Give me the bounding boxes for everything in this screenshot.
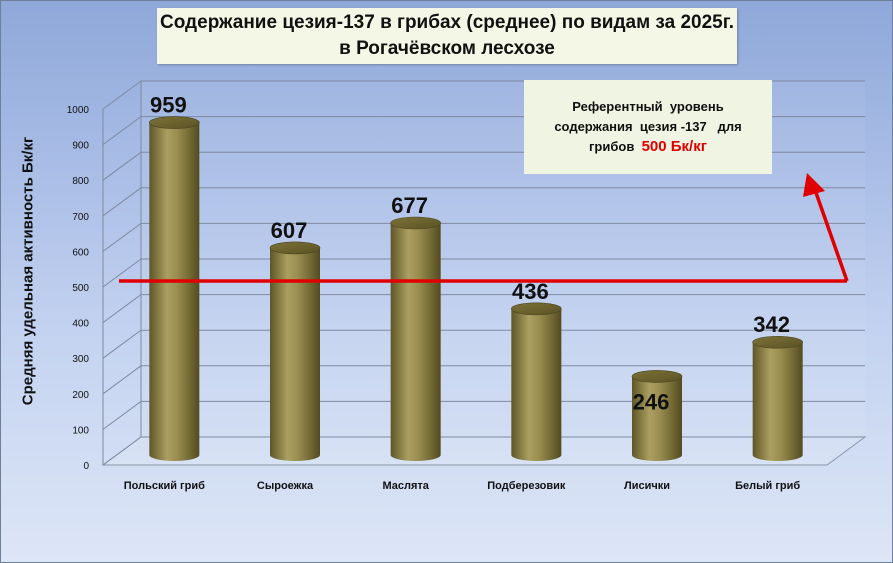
y-tick-label: 600 [72, 247, 89, 258]
bar-top [752, 335, 803, 349]
data-label: 959 [150, 93, 187, 118]
y-tick-label: 900 [72, 141, 89, 152]
category-label: Лисички [624, 480, 670, 492]
reference-arrow [812, 186, 849, 282]
reference-note: Референтный уровень содержания цезия -13… [524, 80, 772, 174]
bar-body [511, 308, 562, 461]
data-label: 607 [271, 218, 308, 243]
chart-title-line-1: Содержание цезия-137 в грибах (среднее) … [159, 12, 735, 33]
data-label: 677 [391, 193, 428, 218]
y-tick-label: 400 [72, 319, 89, 330]
bar [631, 370, 683, 461]
bar-top [149, 116, 200, 129]
category-label: Сыроежка [257, 480, 314, 492]
bar-body [149, 122, 200, 462]
category-label: Маслята [382, 480, 429, 492]
data-label: 436 [512, 279, 549, 304]
y-tick-label: 500 [72, 283, 89, 294]
bar-top [631, 370, 683, 383]
category-label: Подберезовик [487, 480, 566, 492]
y-axis-label: Средняя удельная активность Бк/кг [19, 136, 37, 406]
y-tick-label: 300 [72, 354, 89, 365]
data-label: 342 [753, 312, 790, 337]
reference-note-line-2: содержания цезия -137 для [554, 119, 742, 134]
bar-top [269, 241, 321, 255]
y-tick-label: 100 [72, 425, 89, 436]
reference-note-line-3: грибов 500 Бк/кг [589, 137, 707, 157]
bar [511, 302, 562, 461]
bar-top [511, 302, 562, 316]
y-tick-labels: 0 100 200 300 400 500 600 700 800 900 1000 [67, 105, 90, 472]
category-label: Польский гриб [124, 480, 205, 492]
chart-title-line-2: в Рогачёвском лесхозе [339, 38, 555, 59]
bar [269, 241, 321, 461]
bar-body [270, 247, 320, 461]
bar [752, 335, 803, 461]
category-label: Белый гриб [735, 480, 800, 492]
floor [101, 436, 867, 466]
reference-layer [119, 173, 849, 283]
reference-note-value: 500 Бк/кг [641, 138, 707, 155]
data-label: 246 [633, 389, 670, 414]
y-tick-label: 0 [83, 461, 89, 472]
chart-title: Содержание цезия-137 в грибах (среднее) … [157, 8, 737, 64]
y-tick-label: 1000 [67, 105, 90, 116]
reference-note-line-1: Референтный уровень [572, 99, 724, 114]
y-tick-label: 200 [72, 390, 89, 401]
labels: 959 Польский гриб 607 Сыроежка 677 Маслята 436… [124, 93, 801, 492]
bar [390, 216, 441, 462]
reference-note-prefix: грибов [589, 139, 642, 154]
bar-top [390, 216, 441, 230]
y-tick-label: 700 [72, 212, 89, 223]
bar-body [632, 376, 682, 461]
bar [149, 116, 200, 462]
bar-body [752, 342, 803, 461]
reference-arrowhead [803, 173, 825, 197]
y-tick-label: 800 [72, 176, 89, 187]
bar-body [390, 222, 441, 462]
